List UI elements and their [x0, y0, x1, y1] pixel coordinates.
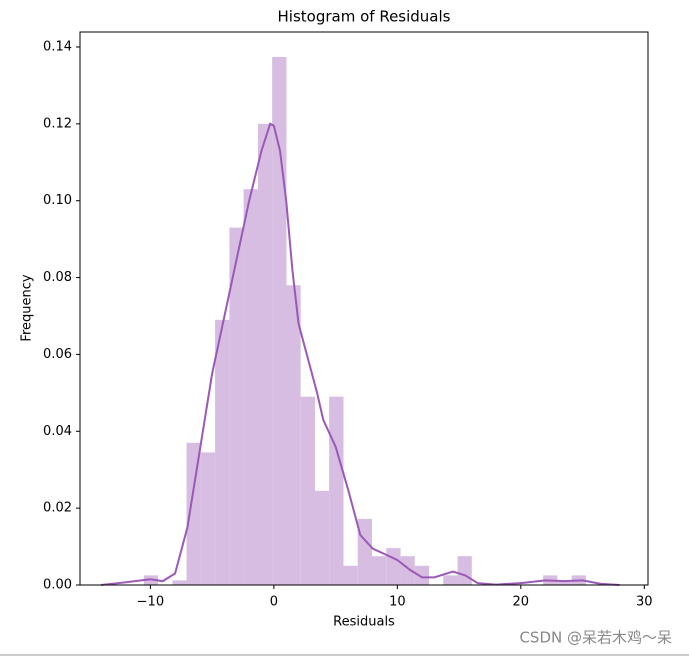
x-tick-label: 30 — [636, 595, 653, 610]
bar — [372, 556, 387, 585]
bar — [172, 580, 187, 585]
bar — [272, 56, 287, 586]
bar — [557, 581, 572, 585]
watermark: CSDN @呆若木鸡～呆 — [519, 629, 672, 647]
plot-frame — [79, 31, 649, 586]
y-tick-label: 0.12 — [43, 116, 72, 131]
y-axis-label: Frequency — [20, 274, 35, 341]
y-tick-label: 0.10 — [43, 193, 72, 208]
bar — [229, 227, 244, 586]
bar — [343, 565, 358, 585]
y-tick-label: 0.02 — [43, 501, 72, 516]
bar — [215, 319, 230, 585]
y-tick-label: 0.06 — [43, 347, 72, 362]
x-tick-label: 20 — [513, 595, 530, 610]
chart-title: Histogram of Residuals — [278, 8, 451, 26]
bar — [357, 518, 373, 585]
bar — [400, 556, 415, 585]
bar — [329, 396, 344, 585]
x-tick-label: −10 — [137, 595, 164, 610]
bar — [257, 123, 273, 585]
bar — [286, 285, 301, 585]
y-tick-label: 0.04 — [43, 424, 72, 439]
y-tick-label: 0.00 — [43, 578, 72, 593]
bar — [443, 575, 458, 585]
kde-line — [100, 122, 620, 586]
x-tick-label: 10 — [389, 595, 406, 610]
y-tick-label: 0.08 — [43, 270, 72, 285]
bar — [200, 452, 216, 585]
bar — [186, 442, 201, 585]
x-tick-label: 0 — [270, 595, 278, 610]
bar — [457, 556, 472, 585]
bar — [300, 396, 315, 585]
bar — [414, 565, 430, 585]
bar — [314, 490, 330, 585]
bar — [386, 548, 401, 585]
x-axis-label: Residuals — [333, 615, 395, 630]
y-tick-label: 0.14 — [43, 39, 72, 54]
bar — [243, 189, 258, 585]
